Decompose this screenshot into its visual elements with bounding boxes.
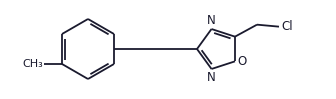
Text: N: N [207,71,216,84]
Text: CH₃: CH₃ [22,59,43,69]
Text: N: N [207,14,216,27]
Text: Cl: Cl [281,20,293,33]
Text: O: O [237,55,246,68]
